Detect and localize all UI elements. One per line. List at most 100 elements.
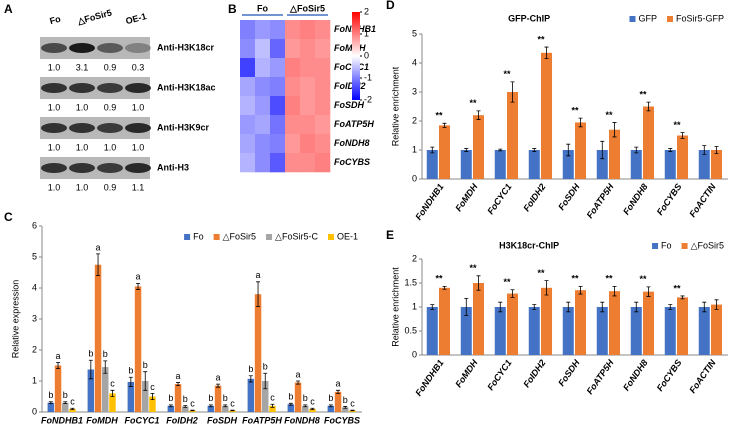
significance-letter: c xyxy=(110,379,115,389)
heat-cell xyxy=(285,115,301,135)
bar xyxy=(102,367,109,412)
error-bar xyxy=(248,375,253,383)
heat-cell xyxy=(240,115,256,135)
lane-label: Fo xyxy=(49,14,63,27)
heat-cell xyxy=(255,20,271,40)
significance-letter: b xyxy=(328,393,333,403)
bar xyxy=(47,402,55,412)
error-bar xyxy=(223,404,228,408)
bar xyxy=(334,391,342,412)
bar xyxy=(494,307,506,355)
heat-cell xyxy=(255,77,271,97)
y-tick-label: 3 xyxy=(32,313,37,323)
bar xyxy=(596,150,608,179)
bar xyxy=(94,264,102,412)
heat-cell xyxy=(270,96,286,116)
error-bar xyxy=(464,297,469,317)
x-tick-label: FoNDH8 xyxy=(284,415,320,425)
significance-letter: c xyxy=(270,393,275,403)
significance-letter: c xyxy=(310,397,315,407)
error-bar xyxy=(430,146,435,154)
heat-cell xyxy=(285,153,301,173)
error-bar xyxy=(668,148,673,152)
error-bar xyxy=(350,409,355,412)
x-tick-label: FoNDH8 xyxy=(621,182,650,217)
bar xyxy=(287,404,295,412)
y-tick-label: 0.5 xyxy=(404,325,417,335)
heat-cell xyxy=(285,20,301,40)
significance-letter: c xyxy=(70,397,75,407)
error-bar xyxy=(110,389,115,397)
error-bar xyxy=(256,281,261,307)
bar xyxy=(473,283,485,355)
heat-cell xyxy=(270,58,286,78)
error-bar xyxy=(442,285,447,290)
error-bar xyxy=(190,409,195,412)
antibody-label: Anti-H3K18cr xyxy=(157,42,215,52)
error-bar xyxy=(532,304,537,310)
y-tick-label: 0 xyxy=(32,406,37,416)
y-tick-label: 1 xyxy=(412,301,417,311)
heat-cell xyxy=(240,153,256,173)
bar xyxy=(349,410,356,412)
chart-title: GFP-ChIP xyxy=(508,13,550,23)
error-bar xyxy=(128,376,133,387)
significance-letter: a xyxy=(256,270,261,280)
error-bar xyxy=(136,282,141,290)
quantification: 0.9 xyxy=(104,62,117,72)
heat-cell xyxy=(255,96,271,116)
bar xyxy=(575,122,587,179)
significance-mark: ** xyxy=(435,274,443,284)
error-bar xyxy=(702,145,707,155)
row-label: FoCYC1 xyxy=(334,62,369,72)
colorbar-label: -2 xyxy=(364,94,372,104)
heat-cell xyxy=(315,96,331,116)
error-bar xyxy=(464,148,469,152)
bar xyxy=(262,381,269,412)
significance-mark: ** xyxy=(571,105,579,115)
error-bar xyxy=(510,81,515,103)
error-bar xyxy=(544,280,549,296)
panel-letter: E xyxy=(386,228,394,242)
x-tick-label: FoIDH2 xyxy=(521,358,547,390)
y-tick-label: 6 xyxy=(32,220,37,230)
error-bar xyxy=(566,301,571,313)
heat-cell xyxy=(240,39,256,59)
error-bar xyxy=(498,301,503,313)
heat-cell xyxy=(285,77,301,97)
error-bar xyxy=(430,304,435,310)
error-bar xyxy=(208,404,213,408)
blot-band xyxy=(125,83,151,93)
error-bar xyxy=(714,146,719,154)
significance-letter: a xyxy=(56,351,61,361)
significance-letter: c xyxy=(150,382,155,392)
panel-letter: D xyxy=(386,0,395,12)
bar xyxy=(294,382,302,412)
error-bar xyxy=(566,143,571,157)
error-bar xyxy=(56,362,61,369)
blot-band xyxy=(125,43,151,53)
bar xyxy=(254,294,262,412)
legend-swatch xyxy=(666,16,673,22)
x-tick-label: FoCYC1 xyxy=(485,358,513,392)
bar xyxy=(189,410,196,412)
blot-band xyxy=(97,123,123,133)
quantification: 1.0 xyxy=(48,142,61,152)
quantification: 1.0 xyxy=(48,182,61,192)
error-bar xyxy=(150,393,155,400)
heat-cell xyxy=(315,20,331,40)
heat-cell xyxy=(315,115,331,135)
significance-letter: b xyxy=(263,362,268,372)
significance-mark: ** xyxy=(469,263,477,273)
legend-label: GFP xyxy=(638,13,657,23)
antibody-label: Anti-H3K18ac xyxy=(157,82,216,92)
x-tick-label: FoNDH8 xyxy=(621,358,650,393)
bar xyxy=(134,286,142,412)
bar xyxy=(541,287,553,355)
heat-cell xyxy=(270,39,286,59)
x-tick-label: FoSDH xyxy=(207,415,237,425)
heat-cell xyxy=(240,77,256,97)
heat-cell xyxy=(255,134,271,154)
quantification: 0.9 xyxy=(104,182,117,192)
colorbar-label: 0 xyxy=(364,50,369,60)
